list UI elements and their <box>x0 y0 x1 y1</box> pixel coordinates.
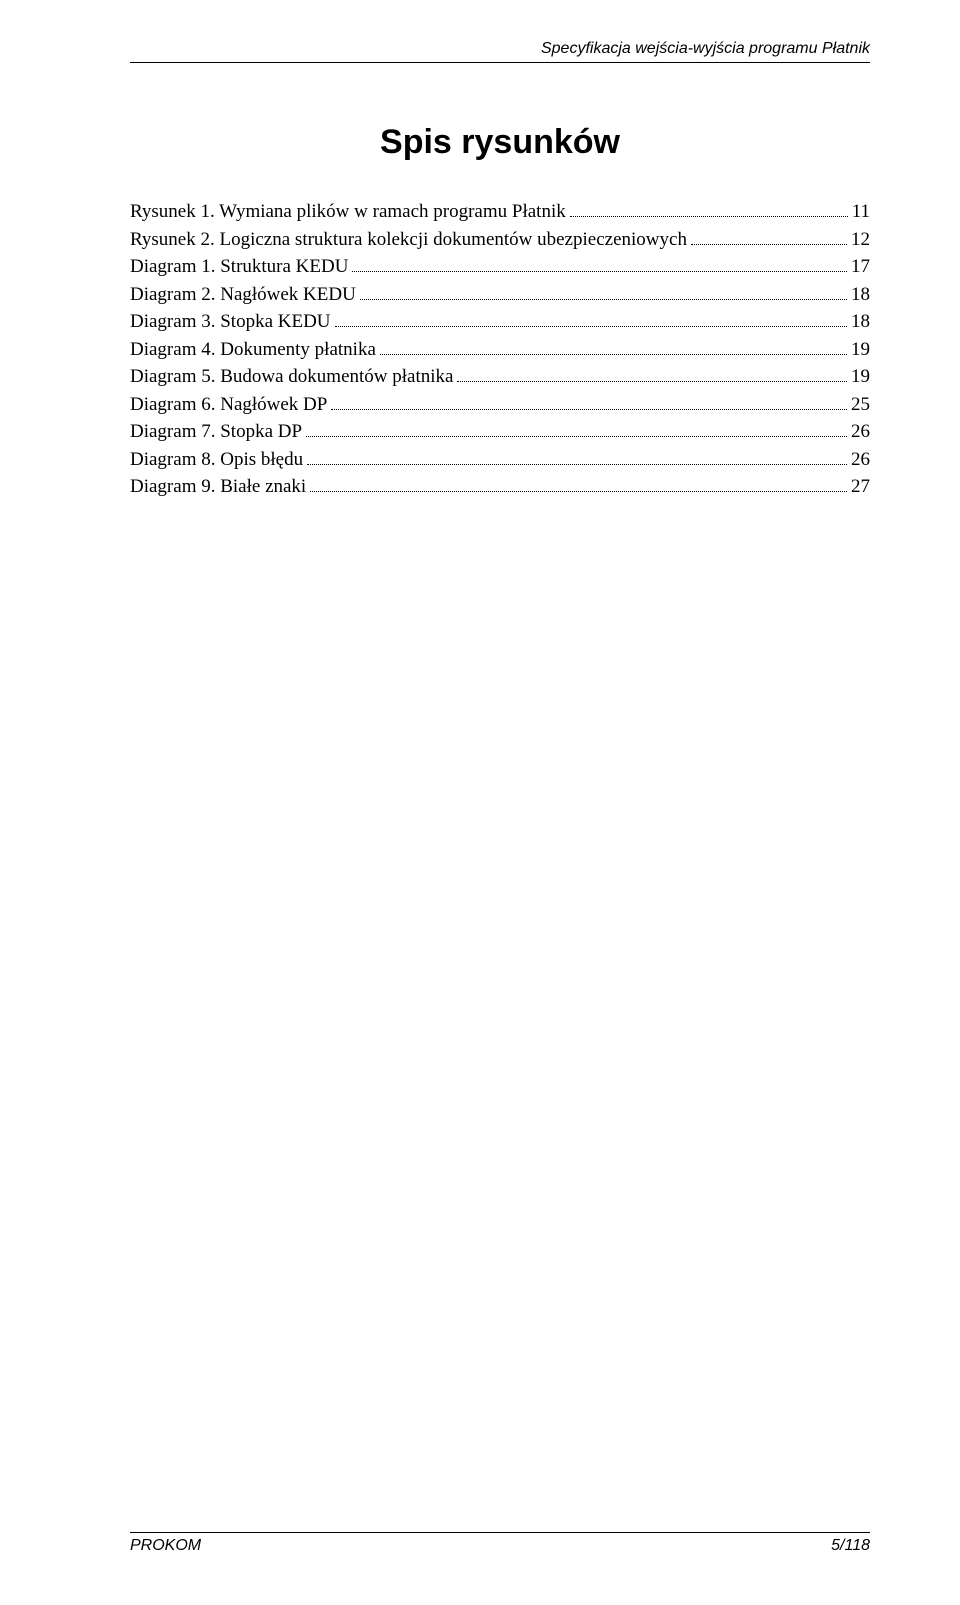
toc-entry-page: 26 <box>851 446 870 474</box>
toc-row: Diagram 3. Stopka KEDU 18 <box>130 308 870 336</box>
toc-row: Rysunek 2. Logiczna struktura kolekcji d… <box>130 226 870 254</box>
toc-leader <box>310 475 847 492</box>
toc-row: Diagram 5. Budowa dokumentów płatnika 19 <box>130 363 870 391</box>
toc-leader <box>691 227 847 244</box>
toc-entry-page: 25 <box>851 391 870 419</box>
table-of-figures: Rysunek 1. Wymiana plików w ramach progr… <box>130 198 870 501</box>
toc-entry-page: 18 <box>851 308 870 336</box>
toc-entry-label: Diagram 8. Opis błędu <box>130 446 303 474</box>
toc-row: Rysunek 1. Wymiana plików w ramach progr… <box>130 198 870 226</box>
toc-entry-label: Diagram 7. Stopka DP <box>130 418 302 446</box>
header-rule <box>130 62 870 63</box>
toc-entry-label: Diagram 3. Stopka KEDU <box>130 308 331 336</box>
page-footer: PROKOM 5/118 <box>130 1537 870 1555</box>
toc-leader <box>570 200 848 217</box>
toc-leader <box>457 365 847 382</box>
toc-row: Diagram 1. Struktura KEDU 17 <box>130 253 870 281</box>
toc-entry-label: Diagram 1. Struktura KEDU <box>130 253 348 281</box>
toc-row: Diagram 9. Białe znaki 27 <box>130 473 870 501</box>
toc-row: Diagram 4. Dokumenty płatnika 19 <box>130 336 870 364</box>
toc-leader <box>360 283 847 300</box>
toc-row: Diagram 2. Nagłówek KEDU 18 <box>130 281 870 309</box>
toc-leader <box>335 310 847 327</box>
page: Specyfikacja wejścia-wyjścia programu Pł… <box>0 0 960 1605</box>
page-title: Spis rysunków <box>130 123 870 162</box>
toc-entry-label: Diagram 9. Białe znaki <box>130 473 306 501</box>
toc-entry-page: 18 <box>851 281 870 309</box>
toc-entry-page: 26 <box>851 418 870 446</box>
toc-row: Diagram 6. Nagłówek DP 25 <box>130 391 870 419</box>
toc-entry-label: Diagram 5. Budowa dokumentów płatnika <box>130 363 453 391</box>
content-spacer <box>130 501 870 1532</box>
toc-entry-label: Diagram 4. Dokumenty płatnika <box>130 336 376 364</box>
footer-right: 5/118 <box>831 1537 870 1555</box>
toc-row: Diagram 7. Stopka DP 26 <box>130 418 870 446</box>
toc-row: Diagram 8. Opis błędu 26 <box>130 446 870 474</box>
toc-entry-page: 27 <box>851 473 870 501</box>
toc-entry-page: 17 <box>851 253 870 281</box>
toc-entry-page: 11 <box>852 198 870 226</box>
toc-entry-page: 12 <box>851 226 870 254</box>
toc-entry-label: Rysunek 2. Logiczna struktura kolekcji d… <box>130 226 687 254</box>
toc-leader <box>307 448 847 465</box>
toc-entry-page: 19 <box>851 336 870 364</box>
toc-entry-label: Diagram 2. Nagłówek KEDU <box>130 281 356 309</box>
running-header-text: Specyfikacja wejścia-wyjścia programu Pł… <box>541 40 870 57</box>
toc-entry-label: Diagram 6. Nagłówek DP <box>130 391 327 419</box>
toc-leader <box>380 338 847 355</box>
footer-left: PROKOM <box>130 1537 201 1555</box>
footer-rule <box>130 1532 870 1533</box>
toc-entry-label: Rysunek 1. Wymiana plików w ramach progr… <box>130 198 566 226</box>
toc-leader <box>331 393 847 410</box>
running-header: Specyfikacja wejścia-wyjścia programu Pł… <box>130 40 870 58</box>
toc-leader <box>306 420 847 437</box>
toc-leader <box>352 255 847 272</box>
toc-entry-page: 19 <box>851 363 870 391</box>
